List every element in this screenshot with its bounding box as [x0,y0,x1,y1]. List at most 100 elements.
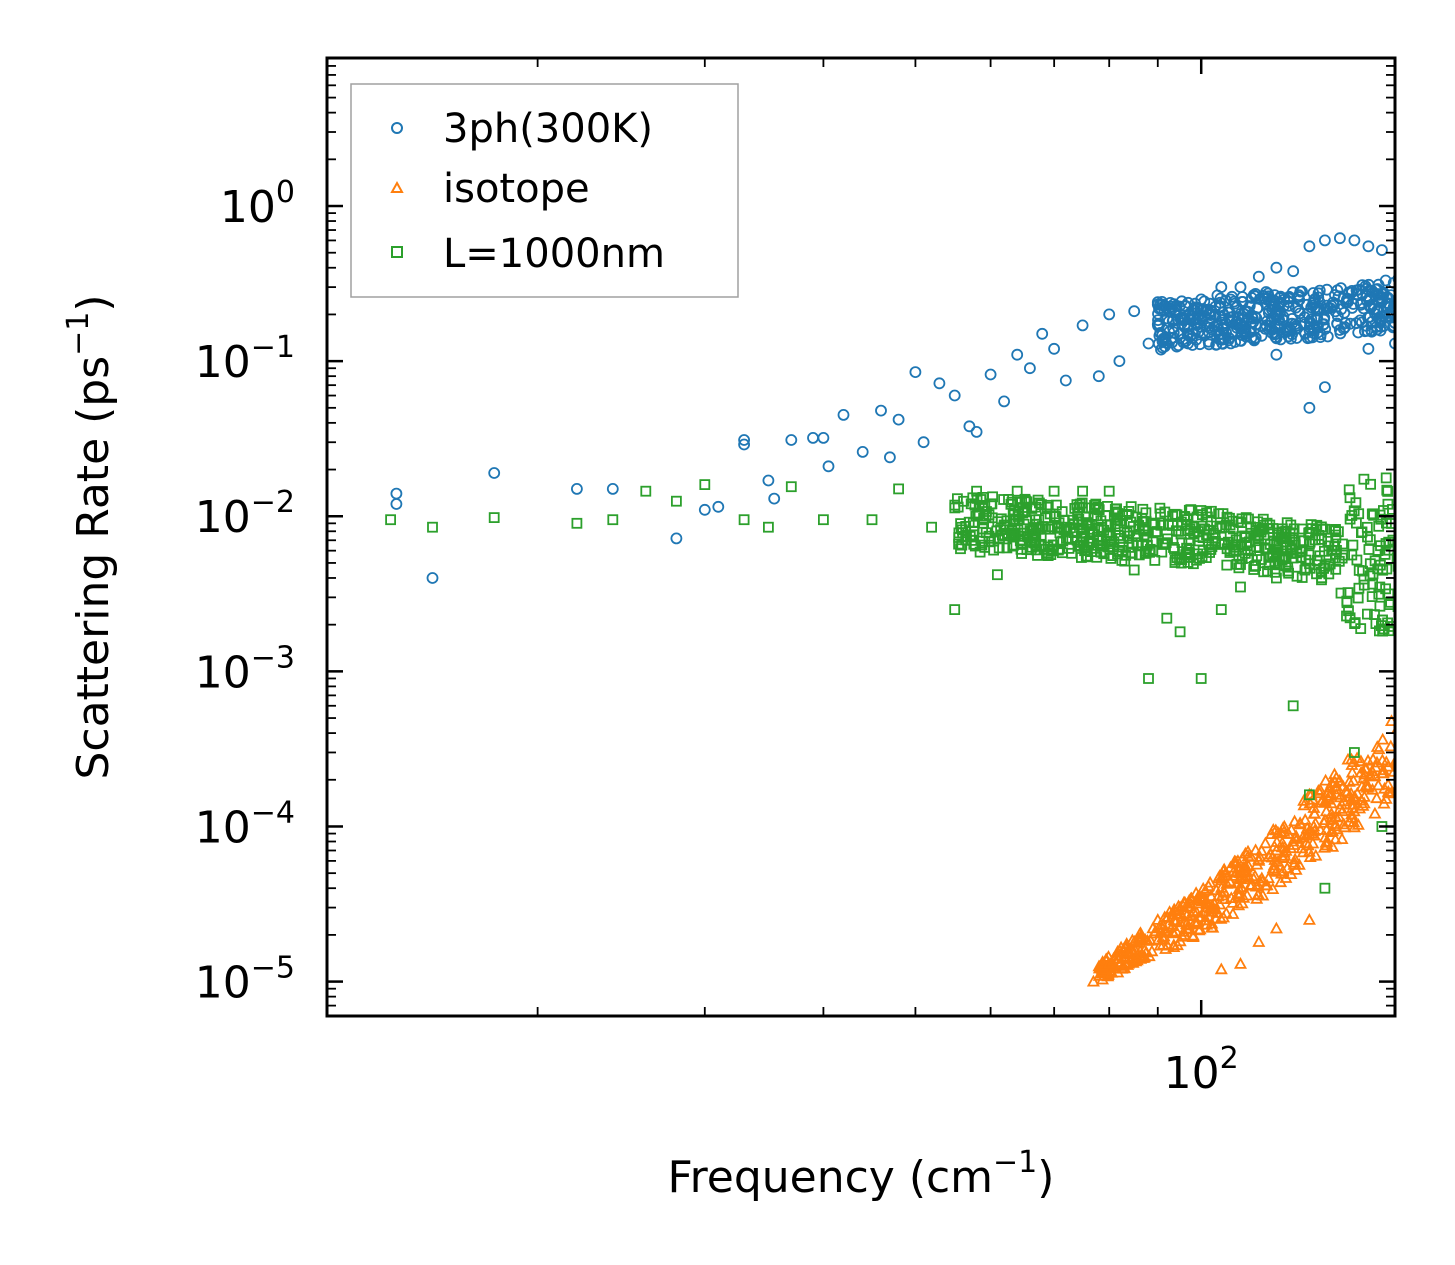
point-boundary-dense [1074,498,1086,510]
point-isotope-dense [1345,758,1359,770]
point-boundary-dense [1221,559,1233,571]
point-3ph [1024,362,1036,375]
point-boundary [1143,673,1154,684]
point-isotope [1214,962,1228,975]
point-boundary-dense [1185,504,1197,516]
point-3ph-dense [1179,312,1191,325]
point-3ph-dense [1390,306,1395,318]
point-boundary [949,604,961,615]
point-boundary [1287,700,1299,712]
point-3ph [822,460,835,473]
point-boundary-dense [1304,538,1315,550]
point-boundary-dense [1296,523,1308,535]
point-boundary-dense [1362,608,1373,620]
point-3ph-dense [1247,312,1259,325]
point-boundary [1048,485,1060,497]
point-boundary-dense [1260,543,1272,555]
point-isotope-dense [1357,796,1371,809]
point-boundary-dense [979,542,991,553]
point-boundary-dense [1346,510,1358,521]
point-3ph-dense [1366,298,1379,311]
point-3ph [390,498,403,510]
point-boundary-dense [1369,555,1381,567]
point-isotope-dense [1336,779,1350,792]
point-boundary [1215,604,1227,615]
point-isotope-dense [1297,798,1311,811]
point-boundary-dense [1077,523,1089,534]
point-boundary-dense [1180,549,1192,560]
point-boundary-dense [1149,519,1161,530]
point-boundary-dense [1335,587,1347,599]
point-boundary-dense [1374,581,1386,593]
point-boundary-dense [1119,555,1131,567]
point-isotope-dense [1129,950,1143,963]
point-boundary-dense [1347,539,1359,551]
point-3ph-dense [1277,314,1290,327]
point-boundary-dense [1110,506,1121,518]
point-isotope [1233,957,1248,969]
point-3ph-dense [1333,324,1346,336]
point-boundary [785,481,797,493]
point-boundary-dense [1267,549,1279,561]
point-boundary [893,483,904,495]
y-tick-label: 10−1 [195,330,295,388]
point-boundary [926,521,937,533]
y-axis-label: Scattering Rate (ps−1) [61,294,119,779]
point-boundary-dense [1139,547,1151,559]
point-boundary [1128,564,1140,576]
point-boundary-dense [1344,492,1356,504]
legend-frame [350,83,739,298]
point-3ph-dense [1366,315,1379,328]
point-boundary [763,521,774,533]
point-isotope-dense [1137,943,1151,956]
point-boundary [1161,612,1173,624]
point-3ph-dense [1337,292,1350,305]
point-isotope [1302,826,1316,839]
point-boundary-dense [1162,533,1173,545]
point-boundary-dense [1365,478,1376,490]
point-isotope-dense [1264,827,1278,839]
point-isotope-dense [1220,876,1234,889]
point-boundary-dense [1104,538,1116,550]
point-isotope-dense [1269,865,1283,877]
point-isotope [1086,974,1100,987]
point-isotope-dense [1298,813,1312,825]
point-isotope [1361,780,1375,792]
point-isotope-dense [1261,871,1276,884]
point-isotope [1347,792,1361,805]
point-3ph [1011,348,1024,361]
point-boundary-dense [986,512,998,524]
point-boundary-dense [981,506,992,517]
point-boundary-dense [1216,539,1228,550]
point-3ph [837,408,850,421]
point-boundary [488,512,500,523]
legend-marker-isotope [390,180,404,193]
point-boundary-dense [1380,538,1392,549]
point-isotope-dense [1205,920,1219,933]
point-boundary-dense [1102,519,1113,531]
point-boundary-dense [1032,494,1044,506]
point-3ph [1076,319,1089,332]
point-isotope [1151,913,1165,925]
point-isotope-dense [1351,817,1365,830]
point-isotope-dense [1178,895,1192,908]
point-3ph [1376,244,1388,257]
point-isotope-dense [1346,773,1360,786]
point-boundary-dense [1181,518,1192,530]
point-isotope-dense [1372,742,1386,755]
point-3ph-dense [1373,288,1385,301]
point-boundary-dense [1330,524,1341,535]
point-boundary-dense [1391,552,1395,564]
point-3ph-dense [1216,337,1229,350]
point-boundary [866,514,878,526]
point-boundary-dense [1374,600,1386,612]
point-3ph-dense [1186,339,1199,351]
point-boundary [1271,572,1282,584]
point-boundary-dense [1291,570,1303,582]
point-isotope-dense [1258,836,1272,849]
point-isotope-dense [1359,761,1373,774]
point-boundary-dense [1304,558,1315,570]
point-3ph-dense [1385,305,1395,318]
point-isotope-dense [1274,866,1289,879]
point-3ph-dense [1293,289,1305,302]
